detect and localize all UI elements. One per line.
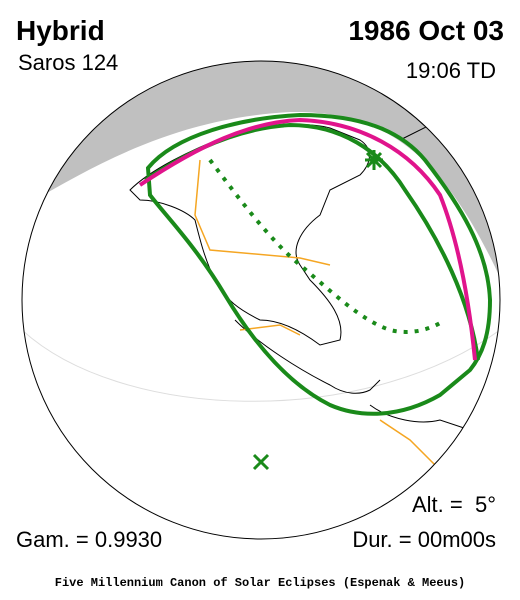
time: 19:06 TD [406,58,496,83]
greatest-eclipse-star [365,150,383,170]
gamma: Gam. = 0.9930 [16,527,162,552]
penumbra-outer [145,112,493,416]
date: 1986 Oct 03 [348,15,504,46]
borders [194,89,491,501]
altitude: Alt. = 5° [412,492,496,517]
credit: Five Millennium Canon of Solar Eclipses … [55,576,465,590]
sub-solar-point [252,453,270,471]
duration: Dur. = 00m00s [352,527,496,552]
globe-outline [21,60,501,540]
saros: Saros 124 [18,50,118,75]
eclipse-type: Hybrid [16,15,105,46]
equator [22,329,500,402]
rise-set-curve [138,117,477,361]
central-path [208,158,447,334]
